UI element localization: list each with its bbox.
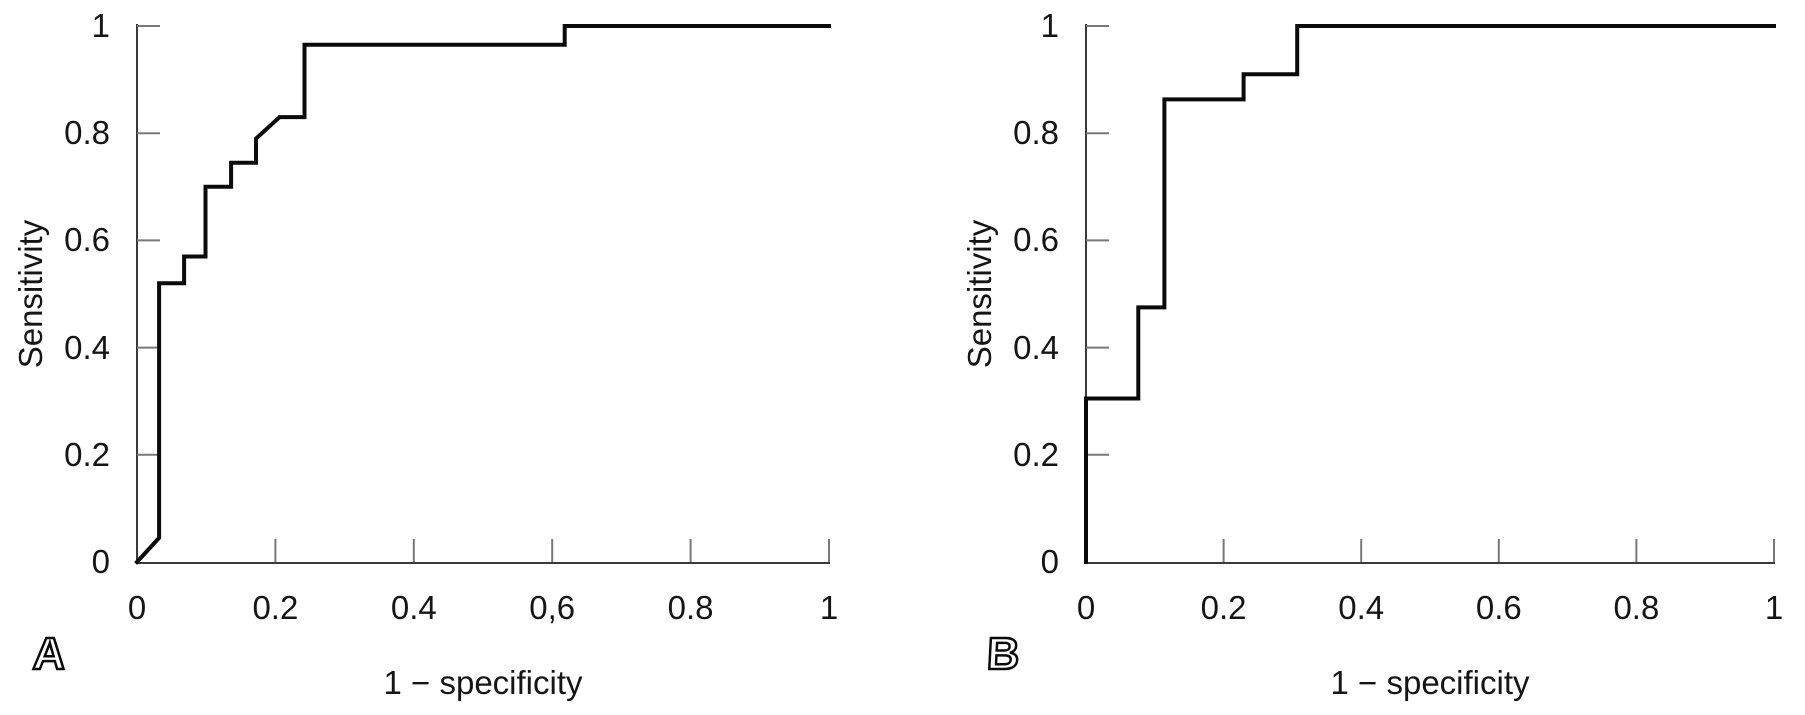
y-tick-label: 0.4	[1013, 328, 1059, 366]
y-tick-label: 0.4	[64, 328, 110, 366]
x-tick-label: 0.2	[252, 589, 299, 626]
y-tick-label: 0.6	[1013, 221, 1059, 259]
x-axis-label: 1 − specificity	[1330, 664, 1530, 701]
roc-curve-line	[134, 24, 831, 565]
y-tick-label: 1	[1040, 7, 1059, 44]
y-tick-label: 1	[91, 7, 110, 44]
panel-b: Sensitivity 1 − specificity B 0 0.2 0.4 0.6…	[903, 0, 1805, 715]
x-tick-label: 0.8	[1613, 589, 1660, 626]
panel-b-plot-canvas	[1084, 24, 1776, 564]
x-tick-label: 0.8	[667, 589, 714, 626]
y-tick-label: 0.2	[1013, 435, 1059, 473]
x-tick-label: 0.2	[1200, 589, 1247, 626]
panel-a: Sensitivity 1 − specificity A 0 0.2 0.4 0,6…	[0, 0, 902, 715]
panel-letter-a: A	[30, 627, 69, 681]
y-tick-label: 0	[1040, 543, 1059, 580]
roc-curve-line	[1084, 24, 1776, 564]
x-tick-label: 1	[819, 589, 839, 626]
x-tick-label: 1	[1764, 589, 1784, 626]
x-tick-label: 0	[1076, 589, 1096, 626]
x-tick-label: 0.4	[1338, 589, 1385, 626]
y-tick-label: 0.6	[64, 221, 110, 259]
y-tick-label: 0	[91, 543, 110, 580]
panel-a-plot-canvas	[134, 24, 831, 565]
y-tick-label: 0.2	[64, 435, 110, 473]
y-tick-label: 0.8	[64, 114, 110, 152]
x-tick-label: 0	[127, 589, 147, 626]
x-axis-label: 1 − specificity	[383, 664, 583, 701]
x-tick-label: 0.6	[1475, 589, 1522, 626]
x-tick-label: 0.4	[390, 589, 437, 626]
panel-letter-b: B	[984, 627, 1023, 681]
x-tick-label: 0,6	[529, 589, 576, 626]
y-tick-label: 0.8	[1013, 114, 1059, 152]
